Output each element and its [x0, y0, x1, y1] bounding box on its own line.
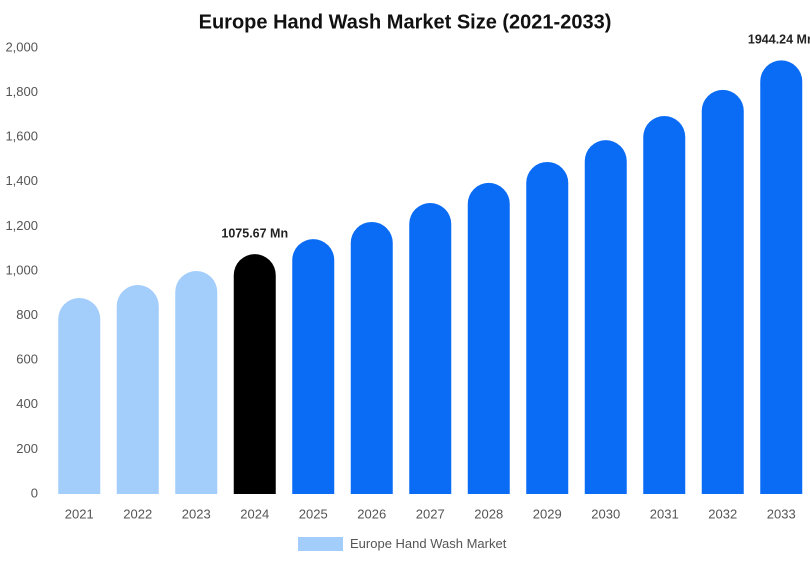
y-tick-label: 1,000 [5, 262, 38, 277]
chart-title: Europe Hand Wash Market Size (2021-2033) [199, 11, 612, 33]
y-tick-label: 600 [16, 352, 38, 367]
x-tick-label: 2028 [474, 506, 503, 521]
y-tick-label: 1,400 [5, 173, 38, 188]
bar [233, 254, 276, 494]
x-tick-label: 2029 [533, 506, 562, 521]
bar [760, 60, 803, 494]
x-tick-label: 2032 [708, 506, 737, 521]
x-tick-label: 2033 [767, 506, 796, 521]
bar [175, 271, 218, 494]
y-tick-label: 1,800 [5, 84, 38, 99]
bar [643, 116, 686, 494]
y-tick-label: 800 [16, 307, 38, 322]
value-label: 1075.67 Mn [221, 226, 288, 240]
bar [701, 89, 744, 494]
x-tick-label: 2021 [65, 506, 94, 521]
y-tick-label: 2,000 [5, 39, 38, 54]
x-tick-label: 2026 [357, 506, 386, 521]
bar [467, 182, 510, 495]
x-tick-label: 2027 [416, 506, 445, 521]
bar [584, 140, 627, 494]
x-tick-label: 2031 [650, 506, 679, 521]
bar [116, 285, 159, 494]
bar [58, 297, 101, 494]
x-tick-label: 2023 [182, 506, 211, 521]
bar [292, 239, 335, 494]
bar [526, 161, 569, 494]
y-tick-label: 200 [16, 441, 38, 456]
bar [350, 221, 393, 495]
value-label: 1944.24 Mn [748, 33, 810, 47]
x-tick-label: 2030 [591, 506, 620, 521]
x-tick-label: 2025 [299, 506, 328, 521]
y-tick-label: 1,200 [5, 218, 38, 233]
y-tick-label: 0 [31, 485, 38, 500]
bar [409, 202, 452, 495]
legend-label: Europe Hand Wash Market [350, 536, 507, 551]
legend-swatch [298, 537, 343, 551]
y-tick-label: 400 [16, 396, 38, 411]
y-tick-label: 1,600 [5, 129, 38, 144]
x-tick-label: 2022 [123, 506, 152, 521]
x-tick-label: 2024 [240, 506, 269, 521]
